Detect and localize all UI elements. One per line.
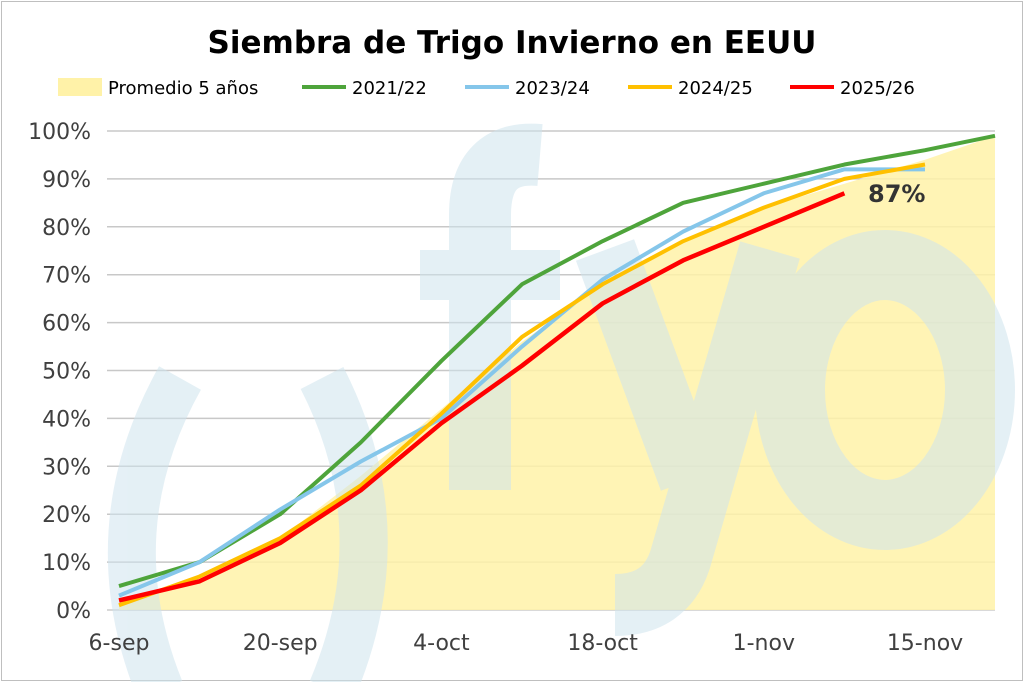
x-tick-label: 1-nov: [733, 631, 795, 656]
watermark-left-paren-shape: [107, 366, 202, 682]
annotation-87: 87%: [868, 180, 925, 208]
legend-swatch: [58, 78, 102, 96]
y-tick-label: 90%: [42, 168, 91, 193]
legend-label: 2025/26: [840, 78, 915, 99]
y-tick-label: 50%: [42, 360, 91, 385]
legend-label: 2023/24: [515, 78, 590, 99]
y-tick-label: 40%: [42, 407, 91, 432]
watermark-right-paren-shape: [300, 367, 388, 682]
y-tick-label: 20%: [42, 503, 91, 528]
y-tick-label: 100%: [28, 120, 91, 145]
legend-label: 2021/22: [352, 78, 427, 99]
watermark-y-shape: [575, 239, 800, 636]
x-tick-label: 4-oct: [413, 631, 470, 656]
chart-title: Siembra de Trigo Invierno en EEUU: [208, 25, 817, 61]
y-tick-label: 60%: [42, 312, 91, 337]
y-tick-label: 80%: [42, 216, 91, 241]
legend-label: Promedio 5 años: [108, 78, 258, 99]
y-tick-label: 70%: [42, 264, 91, 289]
x-tick-label: 6-sep: [89, 631, 150, 656]
y-tick-label: 30%: [42, 455, 91, 480]
x-tick-label: 20-sep: [243, 631, 318, 656]
watermark-logo: [107, 123, 1015, 682]
y-tick-label: 10%: [42, 551, 91, 576]
line-series-2021-22: [118, 133, 996, 588]
x-tick-label: 18-oct: [567, 631, 638, 656]
line-series-2025-26: [118, 191, 846, 603]
watermark-f-shape: [449, 123, 543, 490]
x-tick-label: 15-nov: [887, 631, 963, 656]
legend-label: 2024/25: [678, 78, 753, 99]
y-tick-label: 0%: [56, 599, 91, 624]
watermark-o-shape: [755, 230, 1015, 550]
